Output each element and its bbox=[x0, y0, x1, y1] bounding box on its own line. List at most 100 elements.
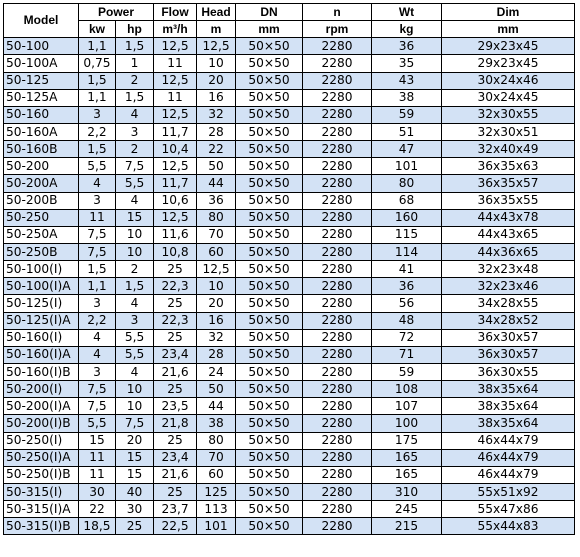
model-cell: 50-200(I)A bbox=[3, 397, 79, 416]
dn-cell: 50×50 bbox=[235, 482, 304, 502]
kw-cell: 5,5 bbox=[78, 157, 116, 176]
kw-cell: 2,2 bbox=[78, 311, 116, 330]
speed-cell: 2280 bbox=[302, 88, 373, 107]
table-row: 50-160(I) 4 5,5 25 32 50×50 2280 72 36x30x57 bbox=[3, 328, 576, 347]
head-cell: 50 bbox=[196, 157, 237, 176]
model-cell: 50-160B bbox=[3, 140, 79, 159]
weight-cell: 175 bbox=[371, 431, 443, 450]
weight-cell: 43 bbox=[371, 71, 443, 90]
head-cell: 28 bbox=[196, 122, 237, 142]
flow-cell: 25 bbox=[153, 328, 198, 347]
units-row: kw hp m³/h m mm rpm kg mm bbox=[4, 20, 576, 39]
model-cell: 50-315(I)B bbox=[3, 517, 79, 536]
dn-cell: 50×50 bbox=[235, 277, 304, 296]
model-cell: 50-200(I) bbox=[3, 380, 79, 399]
dimensions-cell: 32x40x49 bbox=[441, 140, 576, 159]
model-cell: 50-160(I) bbox=[3, 328, 79, 347]
speed-cell: 2280 bbox=[302, 482, 373, 502]
dn-cell: 50×50 bbox=[235, 88, 304, 107]
flow-cell: 25 bbox=[153, 380, 198, 399]
dn-cell: 50×50 bbox=[235, 105, 304, 124]
table-row: 50-100 1,1 1,5 12,5 12,5 50×50 2280 36 29x23x45 bbox=[3, 37, 576, 56]
head-cell: 60 bbox=[196, 465, 237, 484]
dn-cell: 50×50 bbox=[235, 191, 304, 210]
weight-cell: 80 bbox=[371, 174, 443, 193]
weight-cell: 36 bbox=[371, 277, 443, 296]
weight-cell: 35 bbox=[371, 54, 443, 73]
speed-cell: 2280 bbox=[302, 500, 373, 519]
speed-cell: 2280 bbox=[302, 191, 373, 210]
head-cell: 80 bbox=[196, 208, 237, 227]
hp-cell: 4 bbox=[114, 191, 155, 210]
hp-cell: 1,5 bbox=[114, 277, 155, 296]
kw-cell: 3 bbox=[78, 191, 116, 210]
speed-cell: 2280 bbox=[302, 414, 373, 433]
table-row: 50-125 1,5 2 12,5 20 50×50 2280 43 30x24x46 bbox=[3, 71, 576, 90]
table-row: 50-125(I)A 2,2 3 22,3 16 50×50 2280 48 34x28x52 bbox=[3, 311, 576, 330]
flow-cell: 21,6 bbox=[153, 362, 198, 382]
hp-cell: 4 bbox=[114, 105, 155, 124]
model-cell: 50-315(I) bbox=[3, 482, 79, 502]
model-cell: 50-100 bbox=[3, 37, 79, 56]
table-row: 50-315(I)A 22 30 23,7 113 50×50 2280 245 55x47x8… bbox=[3, 500, 576, 519]
model-cell: 50-250A bbox=[3, 225, 79, 244]
speed-cell: 2280 bbox=[302, 37, 373, 56]
dimensions-cell: 38x35x64 bbox=[441, 414, 576, 433]
model-header: Model bbox=[3, 2, 79, 39]
weight-cell: 160 bbox=[371, 208, 443, 227]
hp-cell: 30 bbox=[114, 500, 155, 519]
kw-cell: 4 bbox=[78, 174, 116, 193]
speed-cell: 2280 bbox=[302, 448, 373, 467]
kw-cell: 15 bbox=[78, 431, 116, 450]
dimensions-cell: 34x28x52 bbox=[441, 311, 576, 330]
kw-cell: 7,5 bbox=[78, 225, 116, 244]
dimensions-unit: mm bbox=[441, 20, 576, 39]
head-cell: 10 bbox=[196, 277, 237, 296]
table-row: 50-250A 7,5 10 11,6 70 50×50 2280 115 44x43x65 bbox=[3, 225, 576, 244]
dn-cell: 50×50 bbox=[235, 54, 304, 73]
speed-cell: 2280 bbox=[302, 277, 373, 296]
kw-cell: 3 bbox=[78, 362, 116, 382]
dn-cell: 50×50 bbox=[235, 311, 304, 330]
model-cell: 50-125(I) bbox=[3, 294, 79, 313]
flow-cell: 25 bbox=[153, 294, 198, 313]
speed-cell: 2280 bbox=[302, 397, 373, 416]
table-row: 50-160A 2,2 3 11,7 28 50×50 2280 51 32x30x51 bbox=[3, 122, 576, 142]
flow-cell: 12,5 bbox=[153, 71, 198, 90]
speed-cell: 2280 bbox=[302, 157, 373, 176]
model-cell: 50-100(I) bbox=[3, 260, 79, 279]
dn-cell: 50×50 bbox=[235, 500, 304, 519]
flow-cell: 12,5 bbox=[153, 208, 198, 227]
hp-cell: 3 bbox=[114, 122, 155, 142]
hp-unit: hp bbox=[114, 20, 155, 39]
model-cell: 50-125A bbox=[3, 88, 79, 107]
flow-cell: 22,3 bbox=[153, 311, 198, 330]
dimensions-cell: 32x23x48 bbox=[441, 260, 576, 279]
table-row: 50-315(I) 30 40 25 125 50×50 2280 310 55x51x92 bbox=[3, 482, 576, 502]
dn-cell: 50×50 bbox=[235, 431, 304, 450]
head-cell: 24 bbox=[196, 362, 237, 382]
table-row: 50-160B 1,5 2 10,4 22 50×50 2280 47 32x40x49 bbox=[3, 140, 576, 159]
kw-cell: 11 bbox=[78, 448, 116, 467]
dn-cell: 50×50 bbox=[235, 225, 304, 244]
kw-cell: 1,5 bbox=[78, 260, 116, 279]
flow-cell: 12,5 bbox=[153, 37, 198, 56]
weight-cell: 101 bbox=[371, 157, 443, 176]
dimensions-cell: 46x44x79 bbox=[441, 431, 576, 450]
dimensions-cell: 36x35x57 bbox=[441, 174, 576, 193]
header-row: Model Power Flow Head DN n Wt Dim bbox=[3, 2, 576, 39]
head-cell: 38 bbox=[196, 414, 237, 433]
dimensions-cell: 44x36x65 bbox=[441, 242, 576, 262]
dn-cell: 50×50 bbox=[235, 174, 304, 193]
model-cell: 50-200 bbox=[3, 157, 79, 176]
head-unit: m bbox=[196, 20, 237, 39]
flow-cell: 21,8 bbox=[153, 414, 198, 433]
dn-header: DN bbox=[235, 2, 304, 22]
dn-cell: 50×50 bbox=[235, 208, 304, 227]
kw-cell: 1,1 bbox=[78, 88, 116, 107]
speed-cell: 2280 bbox=[302, 294, 373, 313]
kw-cell: 1,5 bbox=[78, 140, 116, 159]
pump-spec-table: Model Power Flow Head DN n Wt Dim kw hp … bbox=[3, 2, 576, 536]
hp-cell: 15 bbox=[114, 208, 155, 227]
table-row: 50-160 3 4 12,5 32 50×50 2280 59 32x30x55 bbox=[3, 105, 576, 124]
